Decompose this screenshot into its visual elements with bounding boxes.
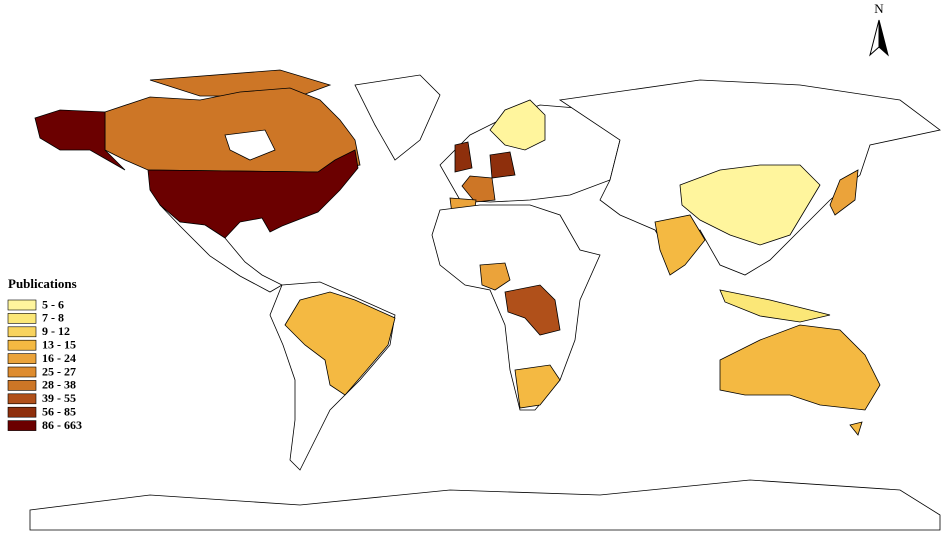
legend-label: 56 - 85 <box>42 404 76 418</box>
legend-label: 5 - 6 <box>42 297 64 311</box>
south-africa <box>514 364 561 409</box>
legend-swatch <box>7 313 37 324</box>
dr-congo <box>504 284 561 336</box>
legend-swatch <box>7 326 37 338</box>
legend-label: 25 - 27 <box>42 364 76 378</box>
brazil <box>284 291 396 396</box>
australia <box>719 324 881 411</box>
legend-swatch <box>7 299 37 311</box>
canada <box>104 87 361 173</box>
legend-swatch <box>7 339 37 351</box>
legend-swatch <box>7 366 37 378</box>
greenland <box>354 74 441 161</box>
nigeria <box>479 262 511 291</box>
legend-label: 86 - 663 <box>42 418 82 432</box>
legend-label: 39 - 55 <box>42 391 76 405</box>
legend-label: 16 - 24 <box>42 351 76 365</box>
antarctica <box>29 479 941 531</box>
india <box>654 214 706 276</box>
china <box>679 164 821 246</box>
legend-swatch <box>7 353 37 364</box>
north-arrow-right <box>878 19 889 57</box>
indonesia <box>719 289 831 323</box>
japan <box>829 169 859 216</box>
legend-label: 7 - 8 <box>42 311 64 325</box>
north-label: N <box>874 1 884 16</box>
legend-swatch <box>7 420 37 431</box>
legend-label: 13 - 15 <box>42 337 76 351</box>
legend-title: Publications <box>8 276 77 291</box>
north-arrow: N <box>869 1 889 57</box>
france <box>461 175 496 203</box>
scandinavia <box>489 99 546 151</box>
tasmania <box>849 421 863 436</box>
north-arrow-left <box>869 19 880 57</box>
landmasses <box>29 69 941 531</box>
hudson-bay <box>224 129 276 161</box>
legend-swatch <box>7 380 37 391</box>
legend-swatch <box>7 406 37 418</box>
legend-label: 28 - 38 <box>42 378 76 392</box>
legend-swatch <box>7 393 37 405</box>
central-america <box>159 204 283 293</box>
legend-label: 9 - 12 <box>42 324 70 338</box>
germany <box>489 151 516 179</box>
alaska <box>34 109 126 171</box>
uk <box>454 141 473 173</box>
